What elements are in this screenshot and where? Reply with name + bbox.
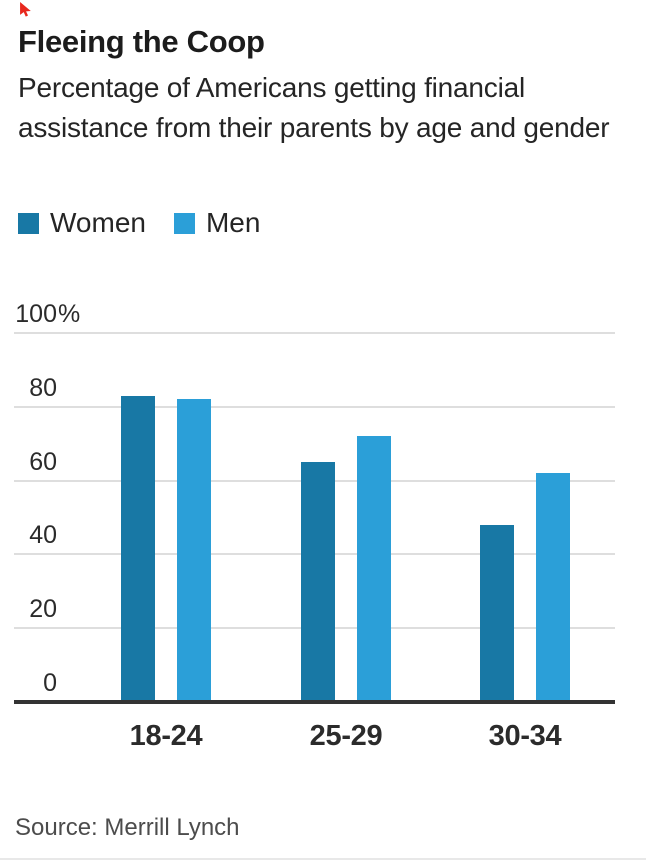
percent-sign: % bbox=[58, 300, 81, 328]
legend-label-women: Women bbox=[50, 207, 146, 238]
bar-women-25-29 bbox=[301, 462, 335, 702]
legend-swatch-men-icon bbox=[173, 212, 195, 234]
category-label: 25-29 bbox=[309, 720, 383, 752]
gridline bbox=[14, 405, 615, 408]
category-label: 30-34 bbox=[488, 720, 562, 752]
legend-item-women: Women bbox=[18, 207, 146, 239]
category-label: 18-24 bbox=[129, 720, 203, 752]
bar-men-25-29 bbox=[357, 436, 391, 702]
y-tick-label: 60 bbox=[29, 447, 57, 476]
chart-title: Fleeing the Coop bbox=[18, 24, 265, 59]
bottom-divider bbox=[0, 858, 646, 860]
legend-swatch-women-icon bbox=[18, 212, 39, 234]
source-note: Source: Merrill Lynch bbox=[15, 814, 240, 841]
bar-men-30-34 bbox=[536, 473, 570, 702]
chart-subtitle: Percentage of Americans getting financia… bbox=[18, 72, 610, 143]
y-tick-label: 80 bbox=[29, 373, 57, 402]
red-cursor-icon bbox=[20, 2, 31, 17]
y-tick-label: 0 bbox=[43, 669, 57, 697]
gridline bbox=[14, 332, 615, 334]
x-axis-baseline bbox=[14, 700, 615, 704]
legend-item-men: Men bbox=[173, 207, 261, 239]
y-tick-label: 40 bbox=[29, 521, 57, 550]
y-tick-label: 100% bbox=[15, 300, 81, 328]
bar-men-18-24 bbox=[177, 399, 211, 702]
bar-women-18-24 bbox=[121, 396, 155, 702]
legend: Women Men bbox=[18, 207, 260, 239]
y-tick-label: 20 bbox=[29, 595, 57, 624]
legend-label-men: Men bbox=[205, 207, 261, 238]
bar-women-30-34 bbox=[480, 525, 514, 702]
